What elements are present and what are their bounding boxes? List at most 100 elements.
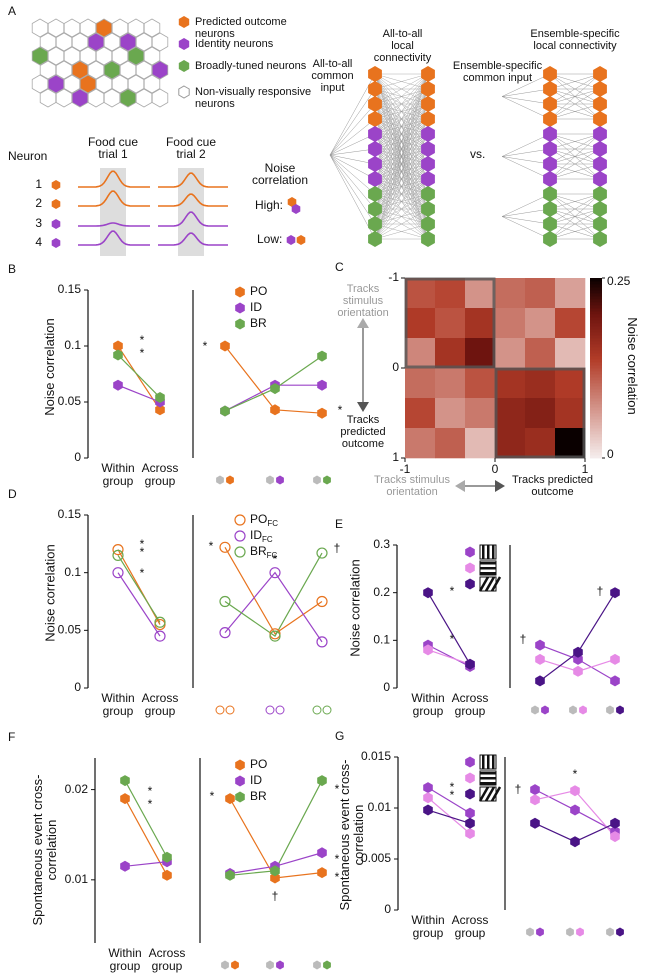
grid-hex	[39, 88, 57, 108]
connection	[549, 163, 601, 180]
colorbar-step	[590, 314, 602, 318]
x-tick-label: Within group	[101, 691, 135, 718]
input-line	[329, 154, 376, 240]
annotation: *	[450, 780, 455, 794]
annotation: *	[140, 566, 145, 580]
y-axis-label: Noise correlation	[347, 559, 362, 657]
neuron-hex	[368, 171, 382, 187]
panel-letter: D	[8, 487, 17, 501]
group-icon	[323, 960, 331, 970]
neuron-hex	[421, 201, 435, 217]
point	[220, 340, 230, 352]
colorbar-step	[590, 401, 602, 405]
connection	[549, 133, 601, 180]
grid-hex	[71, 88, 89, 108]
low-label: Low:	[257, 232, 282, 246]
grating-stripe	[478, 786, 490, 802]
colorbar-step	[590, 428, 602, 432]
connection	[549, 73, 601, 90]
group-icon	[536, 927, 544, 937]
series-line	[117, 384, 161, 403]
colorbar-step	[590, 404, 602, 408]
point	[423, 792, 433, 804]
heat-cell	[555, 368, 586, 399]
heat-cell	[525, 428, 556, 459]
annotation: †	[272, 889, 279, 903]
annotation: *	[148, 797, 153, 811]
annotation: *	[450, 584, 455, 598]
neuron-hex	[593, 171, 607, 187]
heat-cell	[525, 398, 556, 429]
point	[219, 541, 231, 553]
connection	[374, 73, 429, 90]
y-tick-label: 0.005	[361, 851, 391, 865]
grating-stripe	[480, 772, 496, 775]
neuron-hex	[421, 66, 435, 82]
panel-letter: B	[8, 262, 16, 276]
heat-cell	[435, 278, 466, 309]
legend-hex	[178, 16, 190, 28]
colorbar-step	[590, 392, 602, 396]
legend-hex	[178, 85, 190, 99]
point	[162, 869, 172, 881]
series-line	[427, 592, 471, 665]
panel-letter: G	[335, 729, 344, 743]
colorbar-step	[590, 455, 602, 459]
x-tick-label: Across group	[141, 691, 179, 718]
point	[154, 630, 166, 642]
heat-cell	[405, 278, 436, 309]
y-axis-label: Tracks stimulus orientation	[337, 283, 389, 319]
neuron-label: Neuron	[8, 149, 47, 163]
series-line	[427, 809, 471, 824]
legend-subscript: FC	[267, 551, 278, 560]
input-line	[501, 193, 551, 217]
point	[225, 793, 235, 805]
colorbar-step	[590, 386, 602, 390]
cue-window	[100, 168, 126, 256]
grating-stripe	[480, 572, 496, 575]
series-line	[427, 644, 471, 668]
group-icon	[216, 475, 224, 485]
colorbar-step	[590, 278, 602, 282]
heat-cell	[435, 368, 466, 399]
y-tick-label: 0	[392, 360, 399, 374]
connection	[374, 118, 429, 240]
diagram-label: Ensemble-specific common input	[452, 60, 543, 84]
colorbar-step	[590, 371, 602, 375]
series-line	[224, 546, 323, 635]
point	[113, 379, 123, 391]
y-tick-label: 0.3	[373, 537, 390, 551]
annotation: *	[335, 870, 340, 884]
point	[423, 644, 433, 656]
neuron-hex	[421, 141, 435, 157]
neuron-hex	[543, 111, 557, 127]
y-tick-label: 0	[74, 680, 81, 694]
neuron-hex	[593, 66, 607, 82]
input-line	[501, 96, 551, 105]
group-icon	[322, 705, 332, 715]
neuron-hex	[593, 96, 607, 112]
group-icon	[215, 705, 225, 715]
colorbar-step	[590, 347, 602, 351]
point	[465, 817, 475, 829]
point	[219, 627, 231, 639]
legend-label: Non-visually responsive neurons	[195, 86, 312, 110]
heat-cell	[555, 278, 586, 309]
neuron-hex	[543, 186, 557, 202]
point	[530, 784, 540, 796]
neuron-hex	[421, 156, 435, 172]
point	[155, 392, 165, 403]
group-icon	[569, 705, 577, 715]
colorbar-step	[590, 440, 602, 444]
grid-hex	[143, 46, 161, 66]
connection	[549, 208, 601, 240]
legend-subscript: FC	[267, 519, 278, 528]
connection	[549, 133, 601, 150]
grating-stripe	[484, 786, 496, 802]
connection	[374, 73, 429, 195]
panel-letter: E	[335, 517, 343, 531]
colorbar-step	[590, 338, 602, 342]
annotation: *	[140, 346, 145, 360]
